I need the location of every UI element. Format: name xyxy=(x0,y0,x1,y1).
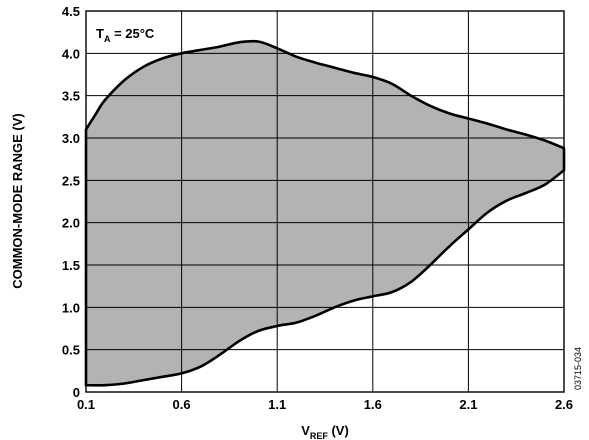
y-tick-label-8: 4.0 xyxy=(62,46,80,61)
plot-frame xyxy=(85,10,565,393)
x-tick-label-4: 2.1 xyxy=(459,397,477,412)
x-axis-label-sub: REF xyxy=(310,431,329,440)
y-tick-label-0: 0 xyxy=(73,385,80,400)
x-axis-label: VREF (V) xyxy=(301,423,349,440)
y-tick-label-3: 1.5 xyxy=(62,258,80,273)
y-axis-label: COMMON-MODE RANGE (V) xyxy=(10,113,25,289)
operating-region-boundary xyxy=(84,39,566,387)
y-tick-labels: 0 0.5 1.0 1.5 2.0 2.5 3.0 3.5 4.0 4.5 xyxy=(62,4,80,400)
y-tick-label-2: 1.0 xyxy=(62,300,80,315)
x-tick-label-2: 1.1 xyxy=(268,397,286,412)
figure-id: 03715-034 xyxy=(573,347,583,390)
y-tick-label-5: 2.5 xyxy=(62,173,80,188)
x-tick-label-0: 0.1 xyxy=(77,397,95,412)
annotation-sub: A xyxy=(104,34,111,44)
y-tick-label-6: 3.0 xyxy=(62,131,80,146)
annotation: TA = 25°C xyxy=(87,12,175,46)
y-tick-label-9: 4.5 xyxy=(62,4,80,19)
annotation-main: T xyxy=(96,26,104,41)
y-tick-label-4: 2.0 xyxy=(62,216,80,231)
x-axis-label-main: V xyxy=(301,423,310,438)
x-tick-labels: 0.1 0.6 1.1 1.6 2.1 2.6 xyxy=(77,397,573,412)
y-tick-label-7: 3.5 xyxy=(62,89,80,104)
annotation-rest: = 25°C xyxy=(110,26,154,41)
annotation-box xyxy=(87,12,175,46)
svg-text:TA = 25°C: TA = 25°C xyxy=(96,26,155,44)
operating-region-fill xyxy=(86,41,564,386)
x-axis-label-rest: (V) xyxy=(328,423,349,438)
x-tick-label-1: 0.6 xyxy=(173,397,191,412)
x-tick-label-5: 2.6 xyxy=(555,397,573,412)
x-tick-label-3: 1.6 xyxy=(364,397,382,412)
y-tick-label-1: 0.5 xyxy=(62,343,80,358)
